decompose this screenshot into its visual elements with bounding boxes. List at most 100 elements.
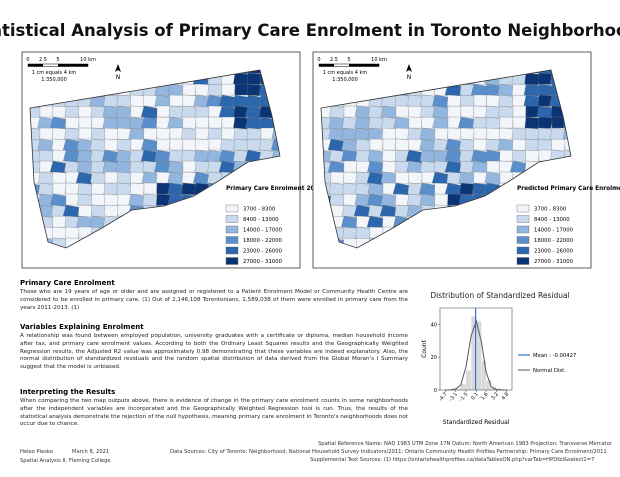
neighbourhood — [207, 83, 224, 97]
neighbourhood — [537, 72, 554, 85]
neighbourhood — [356, 160, 372, 173]
north-arrow — [406, 64, 412, 72]
neighbourhood — [64, 127, 82, 141]
neighbourhood — [65, 182, 80, 195]
legend-swatch — [516, 215, 530, 223]
neighbourhood — [498, 127, 515, 140]
neighbourhood — [195, 116, 210, 129]
neighbourhood — [104, 138, 120, 151]
legend-label: 8400 - 13000 — [243, 217, 279, 223]
neighbourhood — [354, 105, 373, 119]
neighbourhood — [329, 193, 346, 206]
neighbourhood — [408, 116, 423, 129]
neighbourhood — [78, 105, 94, 118]
neighbourhood — [473, 127, 488, 140]
neighbourhood — [395, 105, 410, 118]
neighbourhood — [90, 204, 107, 217]
scale-bar — [58, 64, 88, 67]
city-outline — [320, 69, 572, 249]
neighbourhood — [64, 105, 81, 118]
date: March 8, 2021 — [72, 449, 110, 455]
neighbourhood — [129, 182, 146, 195]
legend-label: 27000 - 31000 — [243, 259, 283, 265]
course: Spatial Analysis II, Fleming College — [20, 458, 111, 464]
neighbourhood — [116, 138, 133, 151]
normal-curve — [445, 319, 507, 391]
neighbourhood — [524, 72, 542, 86]
bar — [465, 370, 472, 391]
neighbourhood — [195, 83, 211, 96]
scale-label: 10 km — [371, 57, 387, 63]
legend-label: 8400 - 13000 — [534, 217, 570, 223]
neighbourhood — [484, 171, 504, 185]
map-panel: 0 2.5 5 10 km 1 cm equals 4 km1:350,000 N Prim… — [21, 51, 341, 269]
neighbourhood — [90, 160, 107, 173]
legend-label: 3700 - 8300 — [243, 207, 276, 213]
neighbourhood — [220, 138, 238, 152]
neighbourhood — [447, 127, 462, 140]
section-text: When comparing the two map outputs above… — [20, 398, 408, 428]
north-label: N — [407, 74, 412, 81]
neighbourhood — [76, 149, 95, 163]
legend-label: 23000 - 26000 — [243, 249, 283, 255]
legend-swatch — [225, 246, 239, 255]
scale-text: 1 cm equals 4 km — [32, 70, 77, 76]
y-axis-label: Count — [421, 339, 428, 357]
legend-swatch — [225, 225, 239, 234]
neighbourhood — [382, 160, 398, 173]
neighbourhood — [194, 105, 211, 119]
scale-label: 2.5 — [39, 57, 47, 63]
data-sources: Data Sources: City of Toronto: Neighborh… — [170, 449, 607, 455]
chart: Distribution of Standardized Residual 0 20… — [421, 291, 576, 426]
neighbourhood — [194, 160, 211, 173]
neighbourhood — [116, 94, 133, 108]
neighbourhood — [551, 116, 566, 129]
neighbourhood — [30, 138, 42, 152]
neighbourhood — [246, 127, 263, 140]
scale-bar — [349, 64, 379, 67]
neighbourhood — [395, 138, 411, 151]
legend-swatch — [225, 236, 239, 244]
neighbourhood — [446, 171, 463, 184]
legend-label: 3700 - 8300 — [534, 207, 567, 213]
neighbourhood — [234, 83, 249, 96]
neighbourhood — [65, 193, 80, 206]
neighbourhood — [76, 160, 95, 174]
neighbourhood — [130, 94, 146, 107]
neighbourhood — [486, 94, 502, 107]
neighbourhood — [498, 94, 516, 108]
neighbourhood — [472, 105, 489, 118]
neighbourhood — [39, 127, 54, 140]
neighbourhood — [354, 116, 374, 130]
neighbourhood — [382, 138, 397, 151]
neighbourhood — [460, 105, 475, 118]
neighbourhood — [141, 138, 161, 152]
neighbourhood — [181, 171, 198, 184]
city-outline — [29, 69, 281, 249]
neighbourhood — [538, 149, 553, 162]
neighbourhood — [91, 193, 107, 206]
neighbourhood — [169, 127, 184, 140]
neighbourhood — [473, 94, 488, 107]
bar — [460, 383, 467, 391]
legend-swatch — [225, 204, 239, 213]
legend-swatch — [516, 236, 530, 244]
neighbourhood — [499, 149, 514, 162]
x-tick-label: 1.6 — [480, 391, 490, 401]
scale-label: 5 — [347, 57, 350, 63]
neighbourhood — [116, 171, 133, 184]
neighbourhood — [459, 160, 477, 174]
neighbourhood — [246, 72, 263, 85]
neighbourhood — [459, 94, 476, 107]
neighbourhood — [51, 127, 68, 140]
neighbourhood — [168, 105, 185, 118]
x-axis-label: Standardized Residual — [443, 419, 510, 426]
y-tick-label: 0 — [434, 388, 437, 394]
neighbourhood — [512, 116, 527, 129]
neighbourhood — [103, 94, 120, 108]
neighbourhood — [408, 138, 424, 151]
neighbourhood — [432, 105, 452, 119]
neighbourhood — [473, 138, 488, 151]
neighbourhood — [381, 127, 398, 140]
neighbourhood — [499, 116, 514, 129]
